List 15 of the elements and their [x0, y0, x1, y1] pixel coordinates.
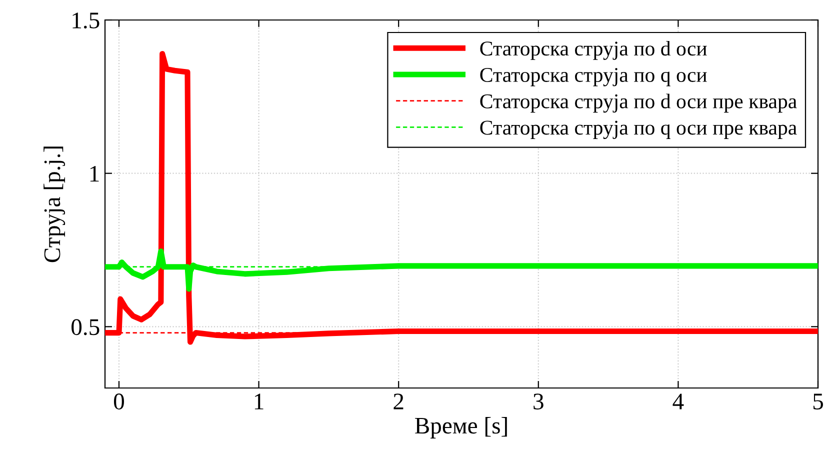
- x-tick-label: 3: [534, 394, 544, 410]
- legend-label: Статорска струја по q оси пре квара: [480, 120, 797, 140]
- x-tick-label: 0: [114, 394, 124, 410]
- y-tick-label: 0.5: [72, 319, 100, 336]
- legend-label: Статорска струја по d оси: [480, 40, 707, 60]
- legend-label: Статорска струја по q оси: [480, 68, 707, 86]
- x-axis-title: Време [s]: [415, 417, 507, 438]
- x-tick-label: 2: [394, 394, 404, 410]
- legend-label: Статорска струја по d оси пре квара: [480, 94, 797, 113]
- y-tick-label: 1: [90, 166, 99, 182]
- x-tick-label: 1: [254, 394, 264, 410]
- x-tick-label: 5: [813, 394, 823, 410]
- y-tick-label: 1.5: [72, 12, 100, 29]
- x-tick-label: 4: [672, 394, 684, 410]
- y-axis-title: Струја [p.j.]: [44, 146, 66, 262]
